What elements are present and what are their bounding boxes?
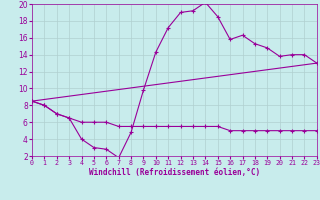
X-axis label: Windchill (Refroidissement éolien,°C): Windchill (Refroidissement éolien,°C) — [89, 168, 260, 177]
